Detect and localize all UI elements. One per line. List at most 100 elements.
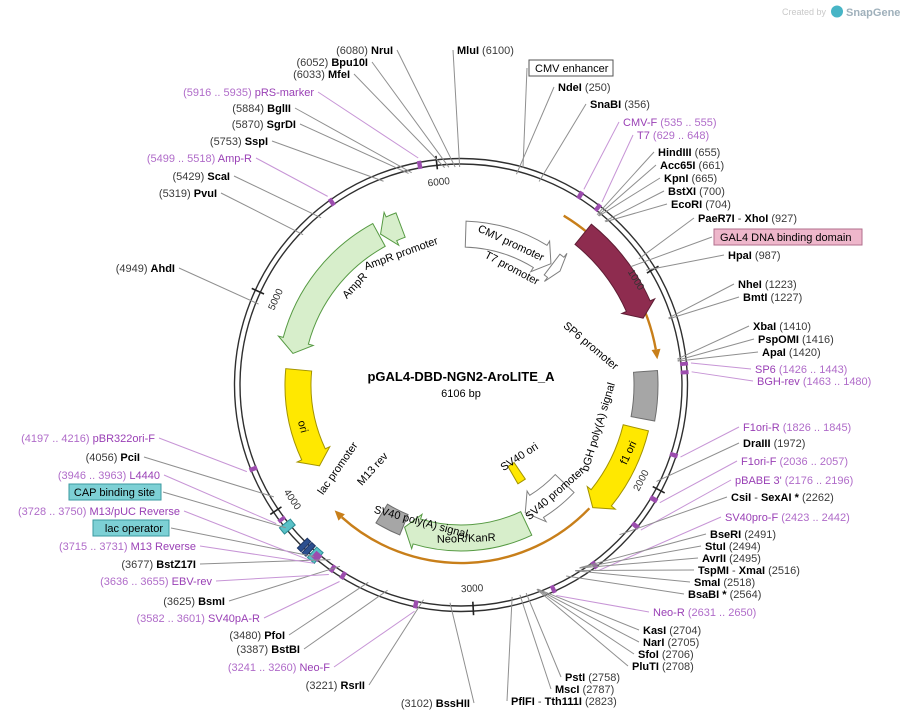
feature-sv40-ori[interactable]	[507, 461, 527, 485]
site-label-bstz17i[interactable]: (3677) BstZ17I	[121, 559, 196, 571]
site-label-sfoi[interactable]: SfoI (2706)	[638, 649, 694, 661]
site-label-bsshii[interactable]: (3102) BssHII	[401, 698, 470, 710]
site-label-bstxi[interactable]: BstXI (700)	[668, 186, 725, 198]
primer-site-mark[interactable]	[576, 190, 585, 200]
feature-cap-binding-site[interactable]	[278, 518, 296, 535]
site-label-avrii[interactable]: AvrII (2495)	[702, 553, 761, 565]
site-label-csii[interactable]: CsiI - SexAI * (2262)	[731, 492, 834, 504]
site-label-ahdi[interactable]: (4949) AhdI	[116, 263, 175, 275]
site-label-sspi[interactable]: (5753) SspI	[210, 136, 268, 148]
site-label-bstbi[interactable]: (3387) BstBI	[236, 644, 300, 656]
primer-site-mark[interactable]	[593, 203, 603, 213]
site-label-stui[interactable]: StuI (2494)	[705, 541, 761, 553]
feature-label-ori[interactable]: ori	[295, 419, 310, 434]
site-label-pbabe-3[interactable]: pBABE 3' (2176 .. 2196)	[735, 475, 853, 487]
site-label-kpni[interactable]: KpnI (665)	[664, 173, 717, 185]
site-label-msci[interactable]: MscI (2787)	[555, 684, 614, 696]
site-label-cmv-enhancer[interactable]: CMV enhancer	[535, 63, 609, 75]
feature-label-sv40-ori[interactable]: SV40 ori	[499, 441, 541, 474]
primer-site-mark[interactable]	[277, 515, 287, 524]
primer-site-mark[interactable]	[549, 584, 557, 594]
site-label-prs-marker[interactable]: (5916 .. 5935) pRS-marker	[183, 87, 314, 99]
feature-label-m13-rev[interactable]: M13 rev	[355, 450, 391, 488]
site-label-sv40pa-r[interactable]: (3582 .. 3601) SV40pA-R	[136, 613, 260, 625]
site-label-scai[interactable]: (5429) ScaI	[173, 171, 231, 183]
site-label-snabi[interactable]: SnaBI (356)	[590, 99, 650, 111]
site-label-t7[interactable]: T7 (629 .. 648)	[637, 130, 709, 142]
site-label-paer7i[interactable]: PaeR7I - XhoI (927)	[698, 213, 797, 225]
site-label-pfoi[interactable]: (3480) PfoI	[229, 630, 285, 642]
site-label-pvui[interactable]: (5319) PvuI	[159, 188, 217, 200]
site-label-bpu10i[interactable]: (6052) Bpu10I	[296, 57, 368, 69]
site-label-acc65i[interactable]: Acc65I (661)	[660, 160, 724, 172]
site-label-f1ori-f[interactable]: F1ori-F (2036 .. 2057)	[741, 456, 848, 468]
primer-site-mark[interactable]	[339, 570, 348, 581]
site-label-nhei[interactable]: NheI (1223)	[738, 279, 797, 291]
site-label-hpai[interactable]: HpaI (987)	[728, 250, 781, 262]
site-label-ebv-rev[interactable]: (3636 .. 3655) EBV-rev	[100, 576, 212, 588]
feature-gal4-dna-binding-domain[interactable]	[574, 223, 656, 319]
site-label-cap-binding-site[interactable]: CAP binding site	[74, 487, 155, 499]
site-label-pcii[interactable]: (4056) PciI	[86, 452, 140, 464]
feature-bgh-poly-a-signal[interactable]	[630, 369, 659, 422]
feature-f1-ori[interactable]	[586, 424, 650, 510]
feature-t7-promoter[interactable]	[543, 253, 568, 282]
site-label-bmti[interactable]: BmtI (1227)	[743, 292, 802, 304]
feature-label-box[interactable]	[713, 228, 863, 246]
site-label-amp-r[interactable]: (5499 .. 5518) Amp-R	[147, 153, 252, 165]
site-label-neo-f[interactable]: (3241 .. 3260) Neo-F	[228, 662, 330, 674]
feature-label-box[interactable]	[528, 59, 614, 77]
primer-site-mark[interactable]	[648, 495, 659, 504]
site-label-bgh-rev[interactable]: BGH-rev (1463 .. 1480)	[757, 376, 871, 388]
site-label-m13-reverse[interactable]: (3715 .. 3731) M13 Reverse	[59, 541, 196, 553]
site-label-pbr322ori-f[interactable]: (4197 .. 4216) pBR322ori-F	[21, 433, 155, 445]
site-label-sv40pro-f[interactable]: SV40pro-F (2423 .. 2442)	[725, 512, 850, 524]
primer-site-mark[interactable]	[327, 197, 336, 207]
site-label-mlui[interactable]: MluI (6100)	[457, 45, 514, 57]
site-label-pluti[interactable]: PluTI (2708)	[632, 661, 694, 673]
feature-label-sp6-promoter[interactable]: SP6 promoter	[561, 320, 621, 373]
site-label-mfei[interactable]: (6033) MfeI	[293, 69, 350, 81]
primer-site-mark[interactable]	[248, 465, 258, 473]
site-label-ecori[interactable]: EcoRI (704)	[671, 199, 731, 211]
site-label-bglii[interactable]: (5884) BglII	[232, 103, 291, 115]
primer-site-mark[interactable]	[412, 599, 419, 609]
primer-site-mark[interactable]	[311, 550, 321, 561]
feature-label-box[interactable]	[68, 483, 162, 501]
site-label-sp6[interactable]: SP6 (1426 .. 1443)	[755, 364, 847, 376]
primer-site-mark[interactable]	[669, 451, 679, 459]
primer-site-mark[interactable]	[416, 160, 423, 170]
site-label-psti[interactable]: PstI (2758)	[565, 672, 620, 684]
site-label-pflfi[interactable]: PflFI - Tth111I (2823)	[511, 696, 617, 708]
feature-ori[interactable]	[284, 368, 331, 467]
feature-label-neor-kanr[interactable]: NeoR/KanR	[437, 532, 496, 546]
feature-sv40-promoter[interactable]	[524, 473, 575, 523]
site-label-neo-r[interactable]: Neo-R (2631 .. 2650)	[653, 607, 756, 619]
site-label-m13-puc-reverse[interactable]: (3728 .. 3750) M13/pUC Reverse	[18, 506, 180, 518]
feature-ampr[interactable]	[277, 222, 386, 355]
site-label-pspomi[interactable]: PspOMI (1416)	[758, 334, 834, 346]
site-label-lac-operator[interactable]: lac operator	[105, 523, 163, 535]
feature-sv40-poly-a-signal[interactable]	[375, 503, 409, 536]
site-label-f1ori-r[interactable]: F1ori-R (1826 .. 1845)	[743, 422, 851, 434]
site-label-bsmi[interactable]: (3625) BsmI	[163, 596, 225, 608]
site-label-ndei[interactable]: NdeI (250)	[558, 82, 611, 94]
site-label-bsabi[interactable]: BsaBI * (2564)	[688, 589, 761, 601]
site-label-draiii[interactable]: DraIII (1972)	[743, 438, 805, 450]
site-label-smai[interactable]: SmaI (2518)	[694, 577, 755, 589]
site-label-nari[interactable]: NarI (2705)	[643, 637, 699, 649]
site-label-cmv-f[interactable]: CMV-F (535 .. 555)	[623, 117, 717, 129]
site-label-gal4-dna-binding-domain[interactable]: GAL4 DNA binding domain	[720, 232, 851, 244]
site-label-bseri[interactable]: BseRI (2491)	[710, 529, 776, 541]
site-label-nrui[interactable]: (6080) NruI	[336, 45, 393, 57]
site-label-xbai[interactable]: XbaI (1410)	[753, 321, 811, 333]
feature-neor-kanr[interactable]	[403, 510, 533, 552]
site-label-hindiii[interactable]: HindIII (655)	[658, 147, 720, 159]
feature-label-box[interactable]	[92, 519, 170, 537]
feature-lac-promoter[interactable]	[296, 537, 312, 553]
site-label-sgrdi[interactable]: (5870) SgrDI	[232, 119, 296, 131]
site-label-l4440[interactable]: (3946 .. 3963) L4440	[58, 470, 160, 482]
site-label-apai[interactable]: ApaI (1420)	[762, 347, 821, 359]
primer-site-mark[interactable]	[630, 521, 640, 530]
site-label-tspmi[interactable]: TspMI - XmaI (2516)	[698, 565, 800, 577]
